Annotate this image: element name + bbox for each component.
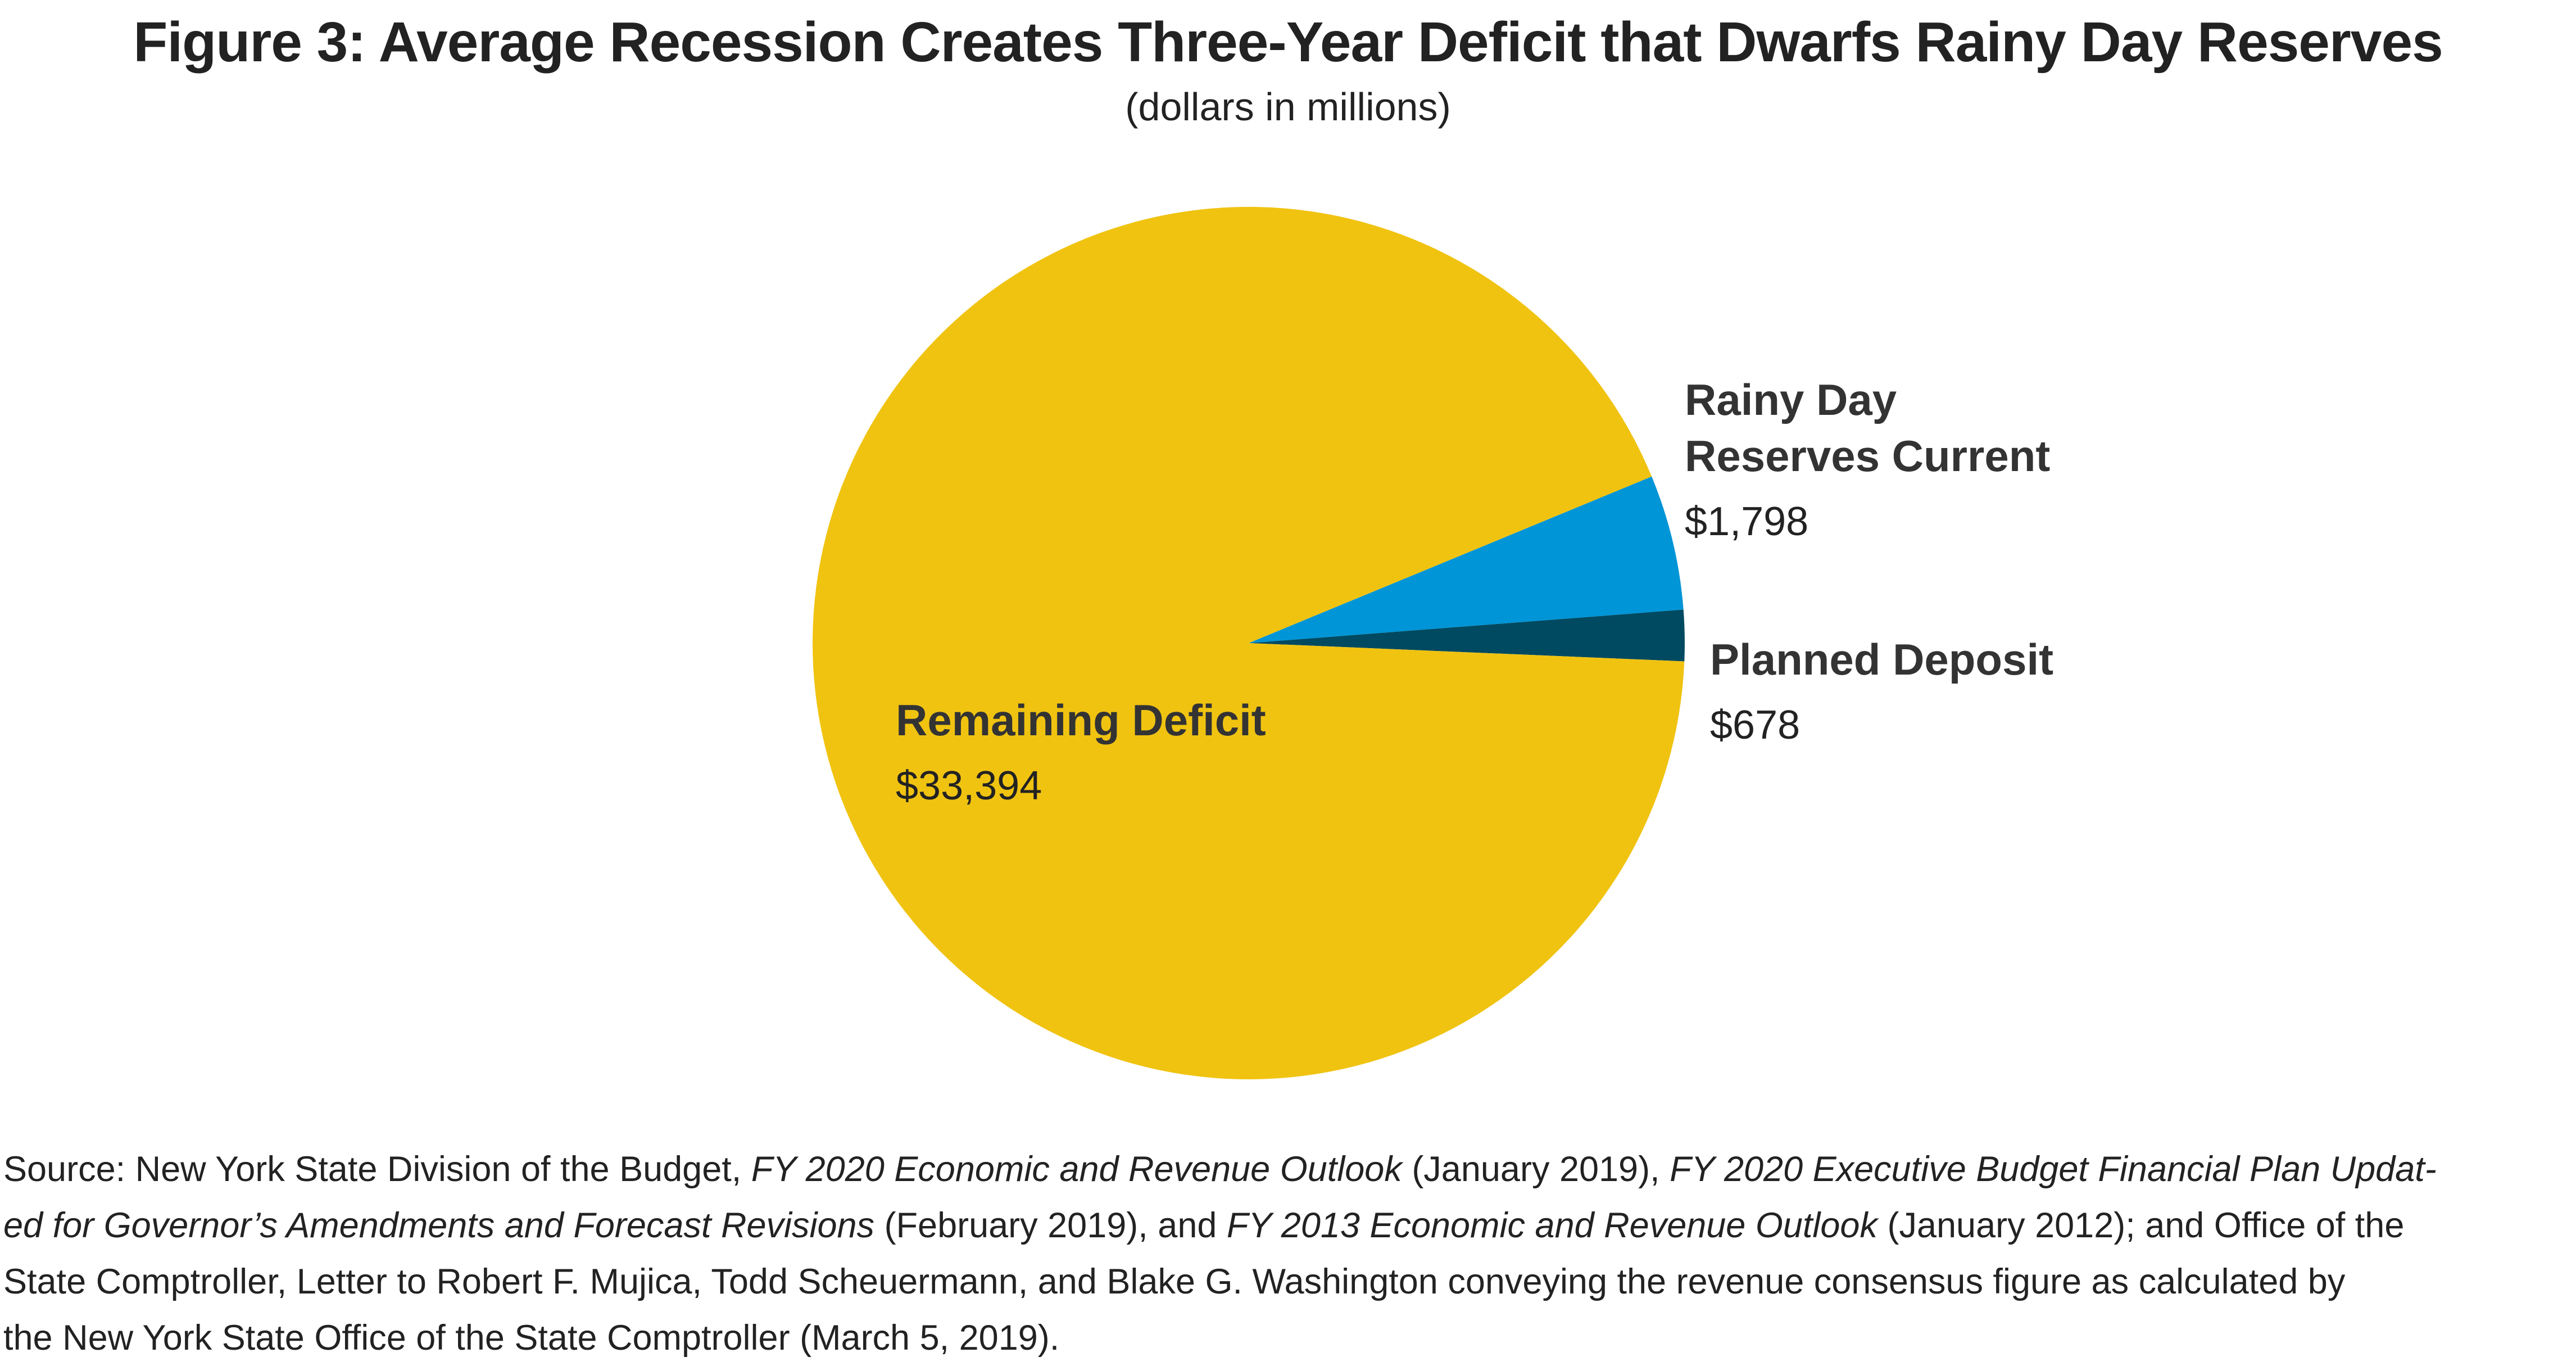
source-run: FY 2020 Executive Budget Financial Plan …: [1670, 1150, 2437, 1189]
slice-label-rainy-day-reserves-current-line-2: Reserves Current: [1685, 431, 2050, 481]
source-line-1: Source: New York State Division of the B…: [3, 1141, 2566, 1197]
slice-label-rainy-day-reserves-current-line-1: Rainy Day: [1685, 375, 1897, 424]
slice-value-remaining-deficit: $33,394: [896, 763, 1042, 808]
slice-label-planned-deposit-line-1: Planned Deposit: [1710, 635, 2053, 684]
pie-labels: Rainy Day Reserves Current $1,798 Planned D…: [896, 375, 2053, 808]
slice-value-rainy-day-reserves-current: $1,798: [1685, 499, 1808, 544]
source-line-2: ed for Governor’s Amendments and Forecas…: [3, 1197, 2566, 1254]
chart-title: Figure 3: Average Recession Creates Thre…: [133, 11, 2443, 74]
pie-slice-remaining-deficit: [813, 207, 1685, 1080]
source-run: (January 2012); and Office of the: [1877, 1206, 2405, 1245]
source-run: State Comptroller, Letter to Robert F. M…: [3, 1262, 2346, 1301]
pie-slice-rainy-day-reserves-current: [1249, 476, 1684, 643]
chart-subtitle: (dollars in millions): [1125, 85, 1451, 129]
slice-label-remaining-deficit-line-1: Remaining Deficit: [896, 695, 1266, 745]
source-line-4: the New York State Office of the State C…: [3, 1310, 2566, 1366]
pie-slice-planned-deposit: [1249, 609, 1685, 662]
source-run: (February 2019), and: [874, 1206, 1227, 1245]
source-run: the New York State Office of the State C…: [3, 1318, 1060, 1358]
source-run: (January 2019),: [1402, 1150, 1670, 1189]
source-note: Source: New York State Division of the B…: [3, 1141, 2566, 1366]
source-run: FY 2020 Economic and Revenue Outlook: [751, 1150, 1402, 1189]
source-run: FY 2013 Economic and Revenue Outlook: [1226, 1206, 1877, 1245]
source-line-3: State Comptroller, Letter to Robert F. M…: [3, 1254, 2566, 1310]
slice-value-planned-deposit: $678: [1710, 703, 1800, 748]
pie-slices: [813, 207, 1685, 1080]
source-run: ed for Governor’s Amendments and Forecas…: [3, 1206, 875, 1245]
source-run: Source: New York State Division of the B…: [3, 1150, 751, 1189]
